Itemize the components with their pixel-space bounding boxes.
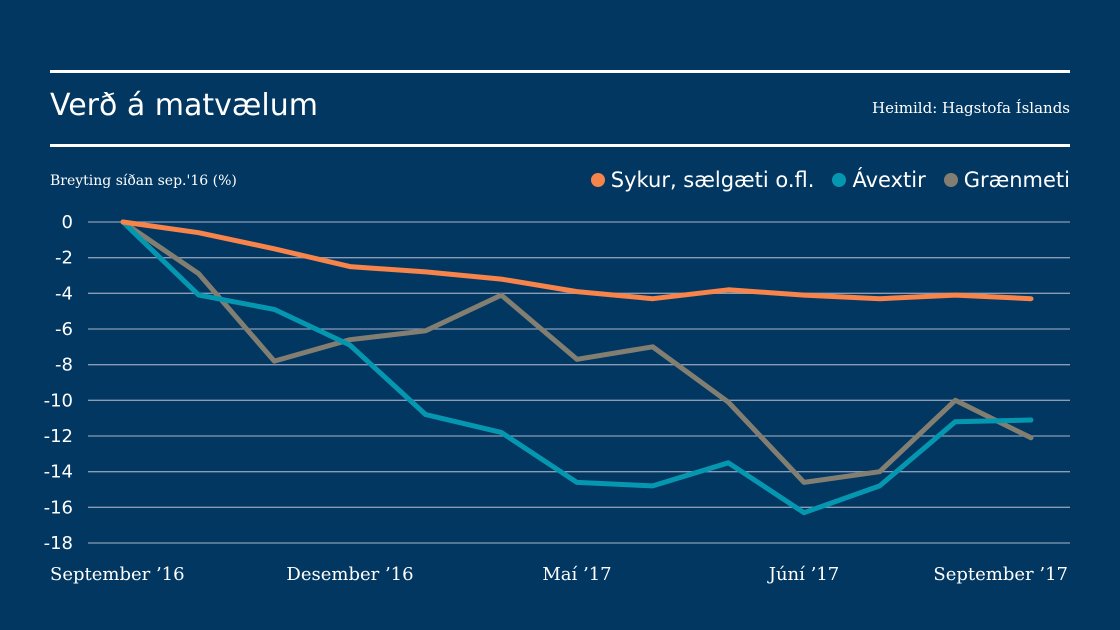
legend-dot-icon [832, 173, 847, 187]
x-tick-labels: September ’16 Desember ’16 Maí ’17 Júní ’17… [50, 564, 1068, 585]
series-line-ávextir [120, 219, 1034, 516]
gridlines [88, 221, 1070, 544]
y-tick-label: -8 [55, 355, 73, 376]
y-tick-label: -18 [44, 533, 73, 554]
header-rule [50, 144, 1070, 147]
legend-item-graenmeti: Grænmeti [943, 168, 1070, 192]
x-tick-label: Desember ’16 [286, 564, 413, 585]
y-tick-label: -6 [55, 319, 73, 340]
legend-label: Grænmeti [963, 168, 1070, 192]
legend: Sykur, sælgæti o.fl. Ávextir Grænmeti [590, 168, 1070, 192]
legend-dot-icon [590, 173, 605, 187]
legend-dot-icon [943, 173, 958, 187]
x-tick-label: Maí ’17 [542, 564, 611, 585]
y-tick-label: -4 [55, 283, 73, 304]
source-note: Heimild: Hagstofa Íslands [872, 99, 1070, 117]
y-tick-label: -2 [55, 248, 73, 269]
legend-label: Ávextir [852, 168, 926, 192]
x-tick-label: September ’17 [933, 564, 1068, 585]
y-tick-label: 0 [62, 212, 73, 233]
y-tick-label: -14 [44, 462, 73, 483]
series-line-grænmeti [120, 219, 1034, 485]
x-tick-label: September ’16 [50, 564, 185, 585]
y-tick-label: -16 [44, 497, 73, 518]
legend-label: Sykur, sælgæti o.fl. [610, 168, 815, 192]
top-rule [50, 70, 1070, 73]
y-tick-label: -10 [44, 390, 73, 411]
legend-item-sykur: Sykur, sælgæti o.fl. [590, 168, 815, 192]
y-tick-label: -12 [44, 426, 73, 447]
y-tick-labels: 0 -2 -4 -6 -8 -10 -12 -14 -16 -18 [44, 212, 73, 554]
chart-title: Verð á matvælum [50, 88, 318, 123]
series-lines [120, 219, 1034, 516]
x-tick-label: Júní ’17 [767, 564, 840, 585]
series-line-sykur-sælgæti-o-fl- [120, 219, 1034, 302]
legend-item-avextir: Ávextir [832, 168, 926, 192]
y-axis-label: Breyting síðan sep.'16 (%) [50, 173, 237, 189]
